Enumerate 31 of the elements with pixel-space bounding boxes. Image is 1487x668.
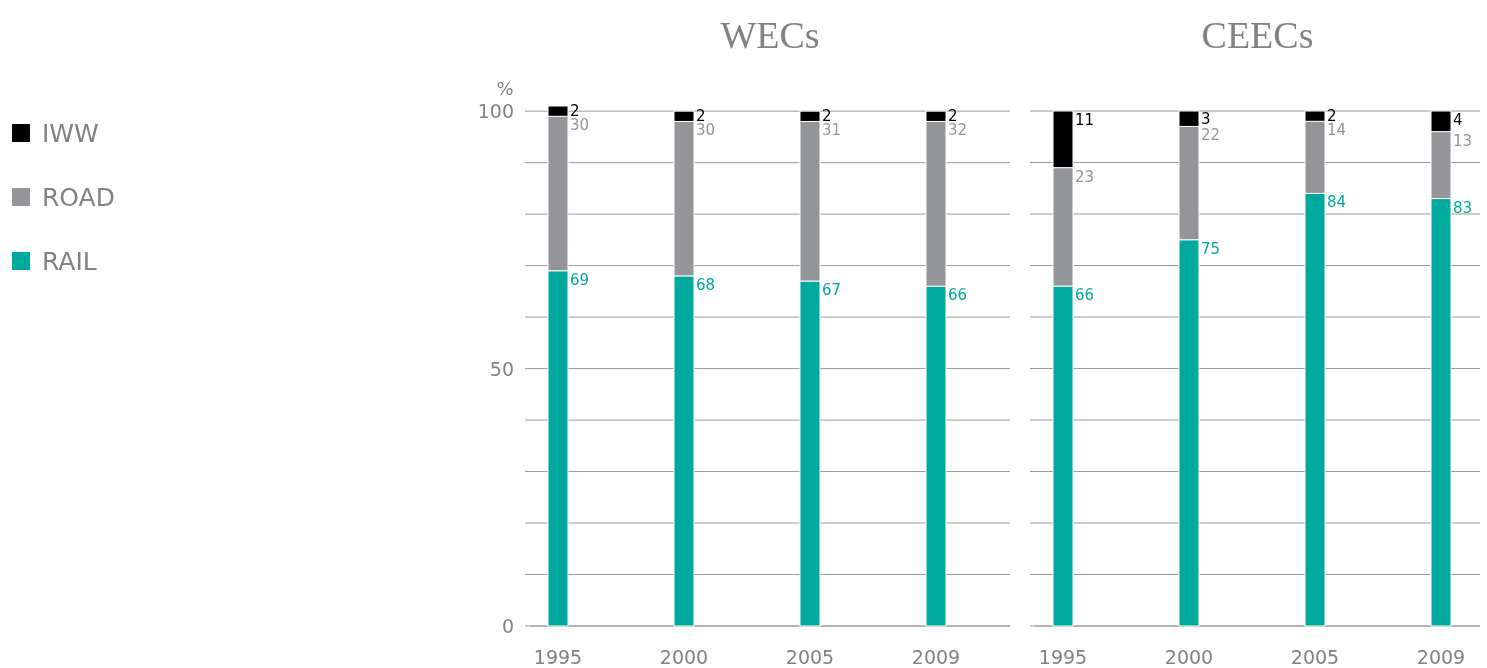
data-label: 66 [1075,286,1095,305]
x-tick-label: 2009 [911,646,961,668]
y-tick-label: 0 [501,615,514,637]
legend-label: IWW [42,119,99,148]
x-tick-label: 2005 [1290,646,1340,668]
chart-title: CEECs [1201,14,1314,56]
data-label: 66 [948,286,968,305]
data-label: 13 [1453,131,1473,150]
data-label: 75 [1201,239,1221,258]
data-label: 68 [696,275,716,294]
data-label: 22 [1201,126,1221,145]
chart-title: WECs [720,14,820,56]
data-label: 69 [570,270,590,289]
data-label: 4 [1453,111,1463,129]
data-label: 84 [1327,193,1347,212]
y-axis-title: % [496,78,514,99]
legend-label: ROAD [42,183,115,212]
data-label: 83 [1453,198,1473,217]
x-tick-label: 2000 [1164,646,1214,668]
data-label: 3 [1201,109,1211,128]
data-label: 11 [1075,111,1095,129]
x-tick-label: 1995 [1038,646,1088,668]
x-tick-label: 1995 [533,646,583,668]
x-tick-label: 2000 [659,646,709,668]
x-tick-label: 2005 [785,646,835,668]
y-tick-label: 100 [477,100,514,123]
data-label: 67 [822,281,842,300]
legend-label: RAIL [42,247,97,276]
data-label: 23 [1075,167,1095,186]
x-tick-label: 2009 [1416,646,1466,668]
y-tick-label: 50 [489,357,514,380]
